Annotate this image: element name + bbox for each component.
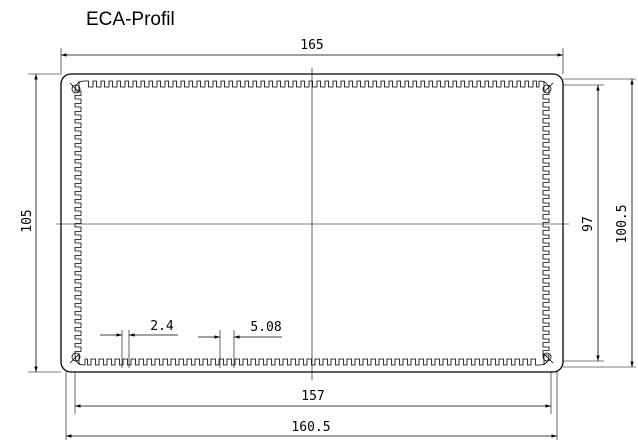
dimension-label-fin-pitch: 2.4 xyxy=(150,319,174,334)
dimension-mid-height: 100.5 xyxy=(563,78,636,368)
drawing-title: ECA-Profil xyxy=(86,9,175,30)
dimension-label-inner-width: 157 xyxy=(301,389,324,404)
mounting-hole-bottom-left xyxy=(69,352,81,365)
dimension-label-overall-height: 105 xyxy=(20,209,35,232)
dimension-overall-height: 105 xyxy=(20,73,61,373)
dimension-label-fin-spacing: 5.08 xyxy=(250,320,281,335)
mounting-hole-top-right xyxy=(542,81,554,94)
mounting-hole-top-left xyxy=(69,81,81,94)
dimension-mid-width: 160.5 xyxy=(65,372,558,440)
dimension-inner-width: 157 xyxy=(74,372,552,414)
dimension-label-overall-width: 165 xyxy=(300,38,323,53)
dimension-fin-pitch: 2.4 xyxy=(100,319,178,368)
dimension-label-mid-width: 160.5 xyxy=(291,420,330,435)
dimension-overall-width: 165 xyxy=(60,38,564,74)
dimension-label-inner-height: 97 xyxy=(581,216,596,232)
finned-inner-contour xyxy=(74,80,550,366)
dimension-inner-height: 97 xyxy=(563,84,604,362)
dimension-fin-spacing: 5.08 xyxy=(198,320,282,368)
mounting-hole-bottom-right xyxy=(542,352,554,365)
dimension-label-mid-height: 100.5 xyxy=(615,204,630,243)
